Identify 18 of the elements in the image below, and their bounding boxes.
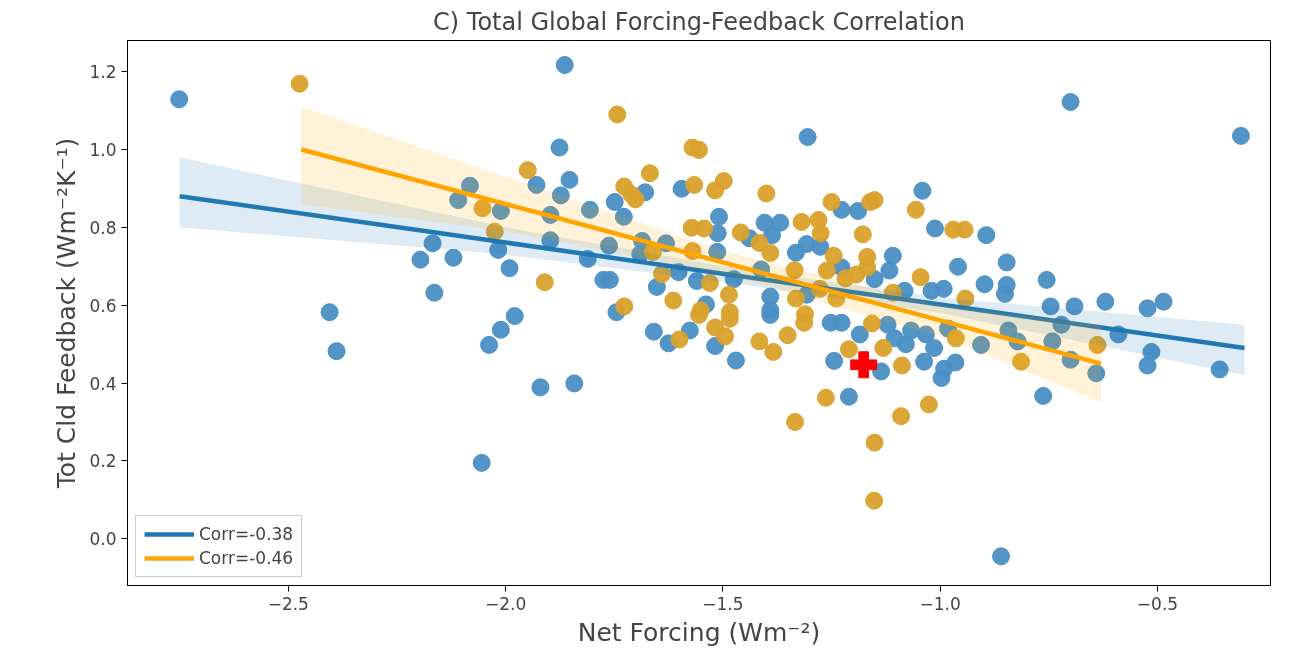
x-tick-label: −2.0 — [484, 593, 527, 614]
x-tick-label: −1.0 — [919, 593, 961, 614]
y-tick-label: 1.2 — [89, 62, 117, 83]
chart-title: C) Total Global Forcing-Feedback Correlation — [433, 7, 965, 36]
legend-label: Corr=-0.46 — [199, 548, 294, 568]
x-tick-label: −2.5 — [267, 593, 309, 614]
y-tick-label: 0.0 — [89, 529, 117, 550]
y-tick-label: 0.2 — [89, 451, 117, 472]
y-tick-label: 1.0 — [89, 140, 117, 160]
x-tick-label: −0.5 — [1136, 593, 1179, 614]
y-axis-title: Tot Cld Feedback (Wm⁻²K⁻¹) — [52, 137, 82, 490]
legend-label: Corr=-0.38 — [199, 524, 294, 544]
x-axis-title: Net Forcing (Wm⁻²) — [577, 617, 821, 647]
y-tick-label: 0.8 — [89, 217, 117, 238]
y-tick-label: 0.6 — [89, 295, 117, 316]
x-tick-label: −1.5 — [702, 593, 744, 614]
y-tick-label: 0.4 — [89, 373, 117, 394]
line-series — [177, 193, 1247, 351]
